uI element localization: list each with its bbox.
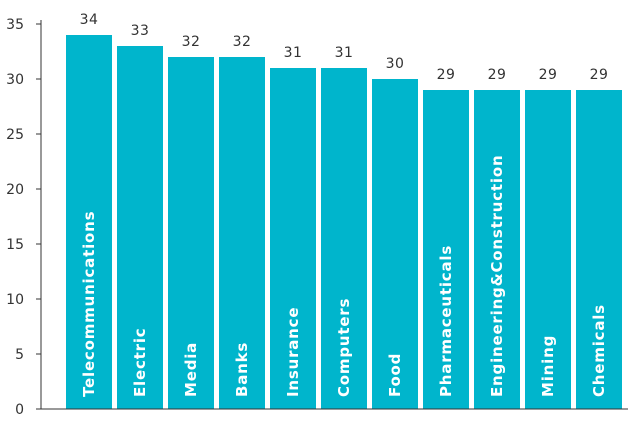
value-label: 33 (131, 23, 150, 39)
category-label: Pharmaceuticals (437, 245, 455, 397)
bar (372, 79, 418, 409)
bar (117, 46, 163, 409)
y-tick-label: 15 (6, 237, 24, 253)
bar (219, 57, 265, 409)
bar (270, 68, 316, 409)
y-tick-label: 35 (6, 17, 24, 33)
bar (168, 57, 214, 409)
bar (474, 90, 520, 409)
y-tick-label: 25 (6, 127, 24, 143)
category-label: Electric (131, 328, 149, 397)
value-label: 34 (80, 12, 99, 28)
category-label: Computers (335, 298, 353, 397)
category-label: Food (386, 353, 404, 397)
category-label: Telecommunications (80, 211, 98, 397)
value-label: 30 (386, 56, 405, 72)
value-label: 29 (590, 67, 609, 83)
bar (423, 90, 469, 409)
value-label: 31 (284, 45, 303, 61)
bar (321, 68, 367, 409)
value-label: 32 (182, 34, 201, 50)
y-tick-label: 5 (15, 347, 24, 363)
category-label: Insurance (284, 307, 302, 397)
y-axis: 0 5 10 15 20 25 30 35 (6, 17, 42, 418)
value-label: 32 (233, 34, 252, 50)
y-tick-label: 0 (15, 402, 24, 418)
category-label: Engineering&Construction (488, 155, 506, 397)
value-label: 29 (437, 67, 456, 83)
bar (576, 90, 622, 409)
category-label: Media (182, 342, 200, 397)
category-label: Mining (539, 335, 557, 397)
bars: 34 Telecommunications 33 Electric 32 Media 32 B… (66, 12, 622, 409)
value-label: 29 (488, 67, 507, 83)
value-label: 31 (335, 45, 354, 61)
value-label: 29 (539, 67, 558, 83)
y-tick-label: 30 (6, 72, 24, 88)
bar (525, 90, 571, 409)
y-tick-label: 20 (6, 182, 24, 198)
category-label: Banks (233, 342, 251, 397)
category-label: Chemicals (590, 304, 608, 397)
y-tick-label: 10 (6, 292, 24, 308)
bar (66, 35, 112, 409)
